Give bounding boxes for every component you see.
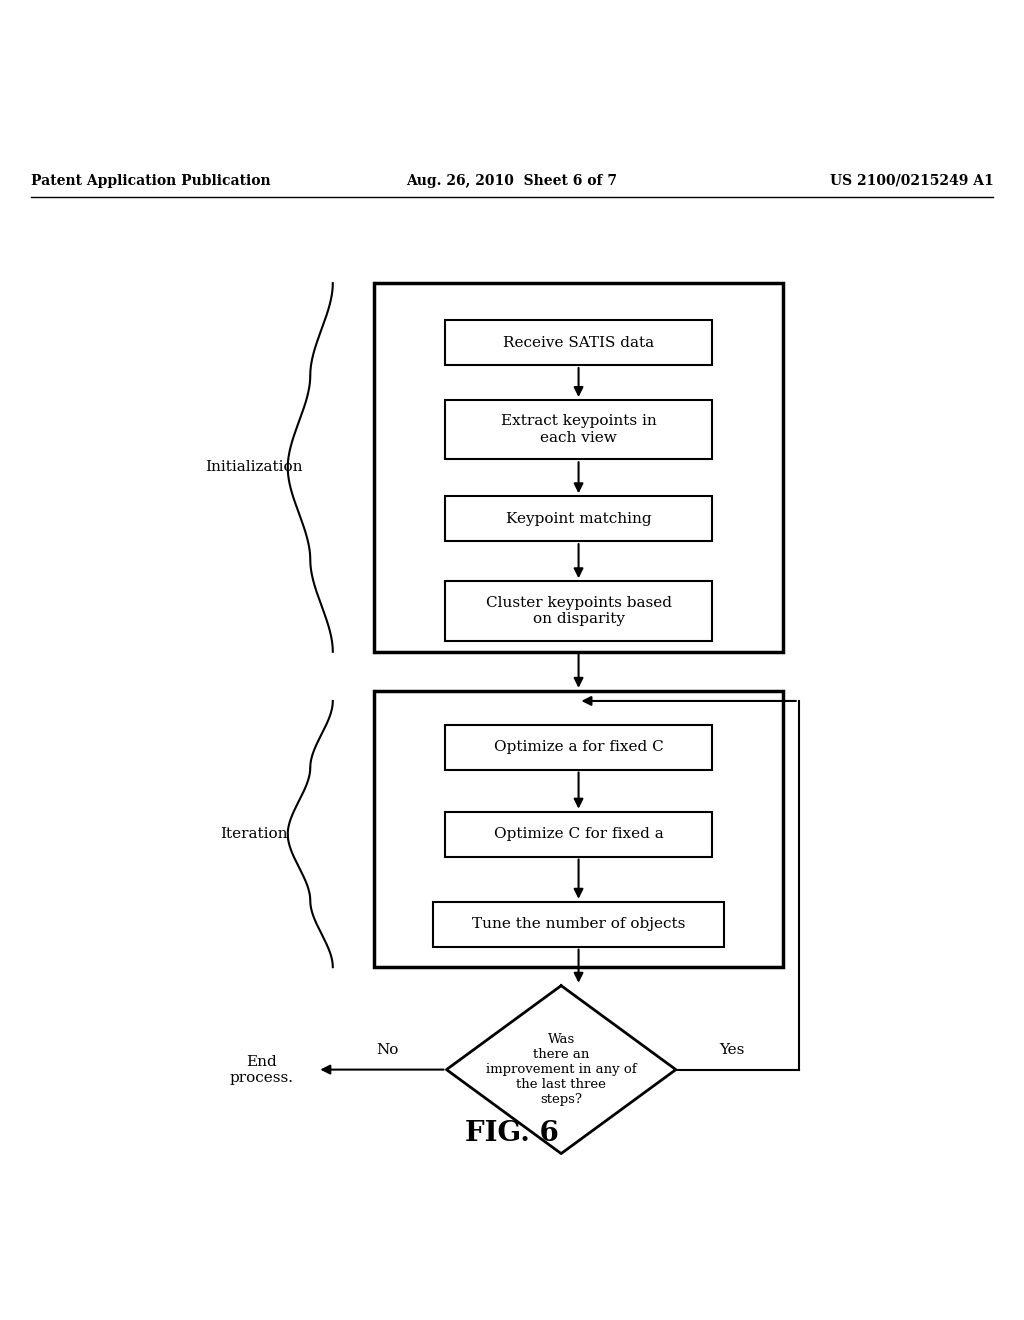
Text: US 2100/0215249 A1: US 2100/0215249 A1 xyxy=(829,174,993,187)
Text: End
process.: End process. xyxy=(229,1055,293,1085)
FancyBboxPatch shape xyxy=(445,319,712,366)
FancyBboxPatch shape xyxy=(432,902,725,946)
Text: Was
there an
improvement in any of
the last three
steps?: Was there an improvement in any of the l… xyxy=(485,1034,637,1106)
Text: No: No xyxy=(376,1043,398,1057)
Text: Tune the number of objects: Tune the number of objects xyxy=(472,917,685,931)
Text: Optimize C for fixed a: Optimize C for fixed a xyxy=(494,828,664,841)
Text: Yes: Yes xyxy=(720,1043,744,1057)
Text: Patent Application Publication: Patent Application Publication xyxy=(31,174,270,187)
FancyBboxPatch shape xyxy=(445,400,712,459)
Text: Keypoint matching: Keypoint matching xyxy=(506,512,651,525)
Text: Optimize a for fixed C: Optimize a for fixed C xyxy=(494,741,664,754)
Text: Iteration: Iteration xyxy=(220,828,288,841)
FancyBboxPatch shape xyxy=(445,496,712,541)
Text: FIG. 6: FIG. 6 xyxy=(465,1119,559,1147)
Text: Initialization: Initialization xyxy=(205,461,303,474)
FancyBboxPatch shape xyxy=(374,284,783,652)
FancyBboxPatch shape xyxy=(445,812,712,857)
Text: Cluster keypoints based
on disparity: Cluster keypoints based on disparity xyxy=(485,595,672,626)
Text: Extract keypoints in
each view: Extract keypoints in each view xyxy=(501,414,656,445)
FancyBboxPatch shape xyxy=(445,581,712,640)
FancyBboxPatch shape xyxy=(445,725,712,770)
Text: Receive SATIS data: Receive SATIS data xyxy=(503,335,654,350)
FancyBboxPatch shape xyxy=(374,690,783,968)
Text: Aug. 26, 2010  Sheet 6 of 7: Aug. 26, 2010 Sheet 6 of 7 xyxy=(407,174,617,187)
